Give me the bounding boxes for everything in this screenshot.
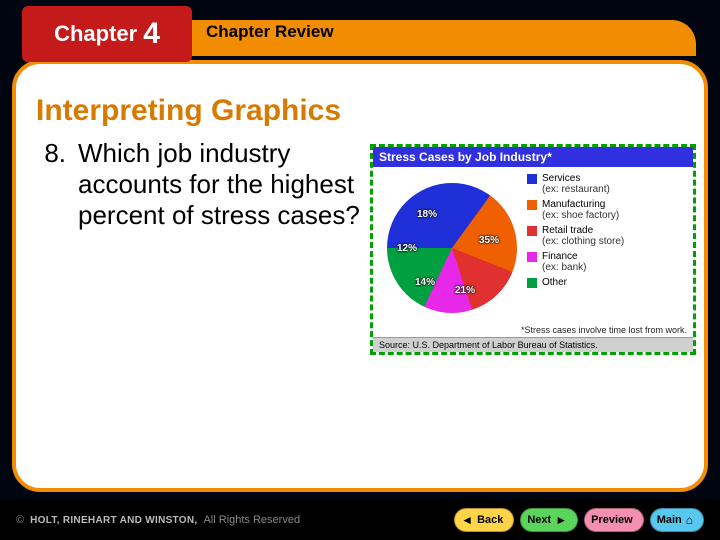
chapter-tab: Chapter 4	[22, 6, 192, 62]
legend-text: Finance(ex: bank)	[542, 251, 586, 273]
copyright-symbol: ©	[16, 514, 24, 526]
next-label: Next	[527, 514, 551, 526]
legend-swatch	[527, 174, 537, 184]
pie-slice-label: 12%	[397, 243, 417, 254]
legend-item: Retail trade(ex: clothing store)	[527, 225, 624, 247]
pie-slice-label: 21%	[455, 285, 475, 296]
next-button[interactable]: Next ►	[520, 508, 578, 532]
legend-swatch	[527, 278, 537, 288]
rights: All Rights Reserved	[203, 514, 300, 526]
next-arrow-icon: ►	[555, 513, 567, 527]
chart-card: Stress Cases by Job Industry* 35% 21% 14% 1…	[370, 144, 696, 355]
copyright: © HOLT, RINEHART AND WINSTON, All Rights…	[16, 514, 300, 526]
main-button[interactable]: Main ⌂	[650, 508, 704, 532]
legend-item: Finance(ex: bank)	[527, 251, 624, 273]
question-number: 8.	[36, 138, 66, 169]
chart-footnote: *Stress cases involve time lost from wor…	[373, 325, 693, 337]
main-home-icon: ⌂	[686, 513, 693, 527]
chart-legend: Services(ex: restaurant) Manufacturing(ex…	[527, 173, 624, 292]
section-heading: Interpreting Graphics	[36, 94, 692, 128]
legend-swatch	[527, 252, 537, 262]
footer-bar: © HOLT, RINEHART AND WINSTON, All Rights…	[0, 500, 720, 540]
chart-title: Stress Cases by Job Industry*	[373, 147, 693, 167]
legend-item: Services(ex: restaurant)	[527, 173, 624, 195]
main-label: Main	[657, 514, 682, 526]
pie-wrap: 35% 21% 14% 12% 18%	[377, 173, 527, 323]
chapter-review-label: Chapter Review	[206, 22, 334, 42]
pie-slice-label: 14%	[415, 277, 435, 288]
nav-buttons: ◄ Back Next ► Preview Main ⌂	[454, 508, 704, 532]
back-arrow-icon: ◄	[461, 513, 473, 527]
back-label: Back	[477, 514, 503, 526]
chapter-label: Chapter	[54, 21, 137, 47]
back-button[interactable]: ◄ Back	[454, 508, 514, 532]
chart-body: 35% 21% 14% 12% 18% Services(ex: restaurant)…	[373, 167, 693, 325]
legend-text: Manufacturing(ex: shoe factory)	[542, 199, 619, 221]
publisher: HOLT, RINEHART AND WINSTON,	[30, 515, 197, 526]
legend-text: Other	[542, 277, 567, 288]
chapter-number: 4	[143, 17, 160, 51]
legend-text: Retail trade(ex: clothing store)	[542, 225, 624, 247]
preview-button[interactable]: Preview	[584, 508, 644, 532]
chart-source: Source: U.S. Department of Labor Bureau …	[373, 337, 693, 352]
legend-item: Other	[527, 277, 624, 288]
legend-swatch	[527, 226, 537, 236]
legend-swatch	[527, 200, 537, 210]
preview-label: Preview	[591, 514, 633, 526]
legend-item: Manufacturing(ex: shoe factory)	[527, 199, 624, 221]
legend-text: Services(ex: restaurant)	[542, 173, 610, 195]
question-text: Which job industry accounts for the high…	[78, 138, 378, 232]
pie-slice-label: 18%	[417, 209, 437, 220]
pie-slice-label: 35%	[479, 235, 499, 246]
